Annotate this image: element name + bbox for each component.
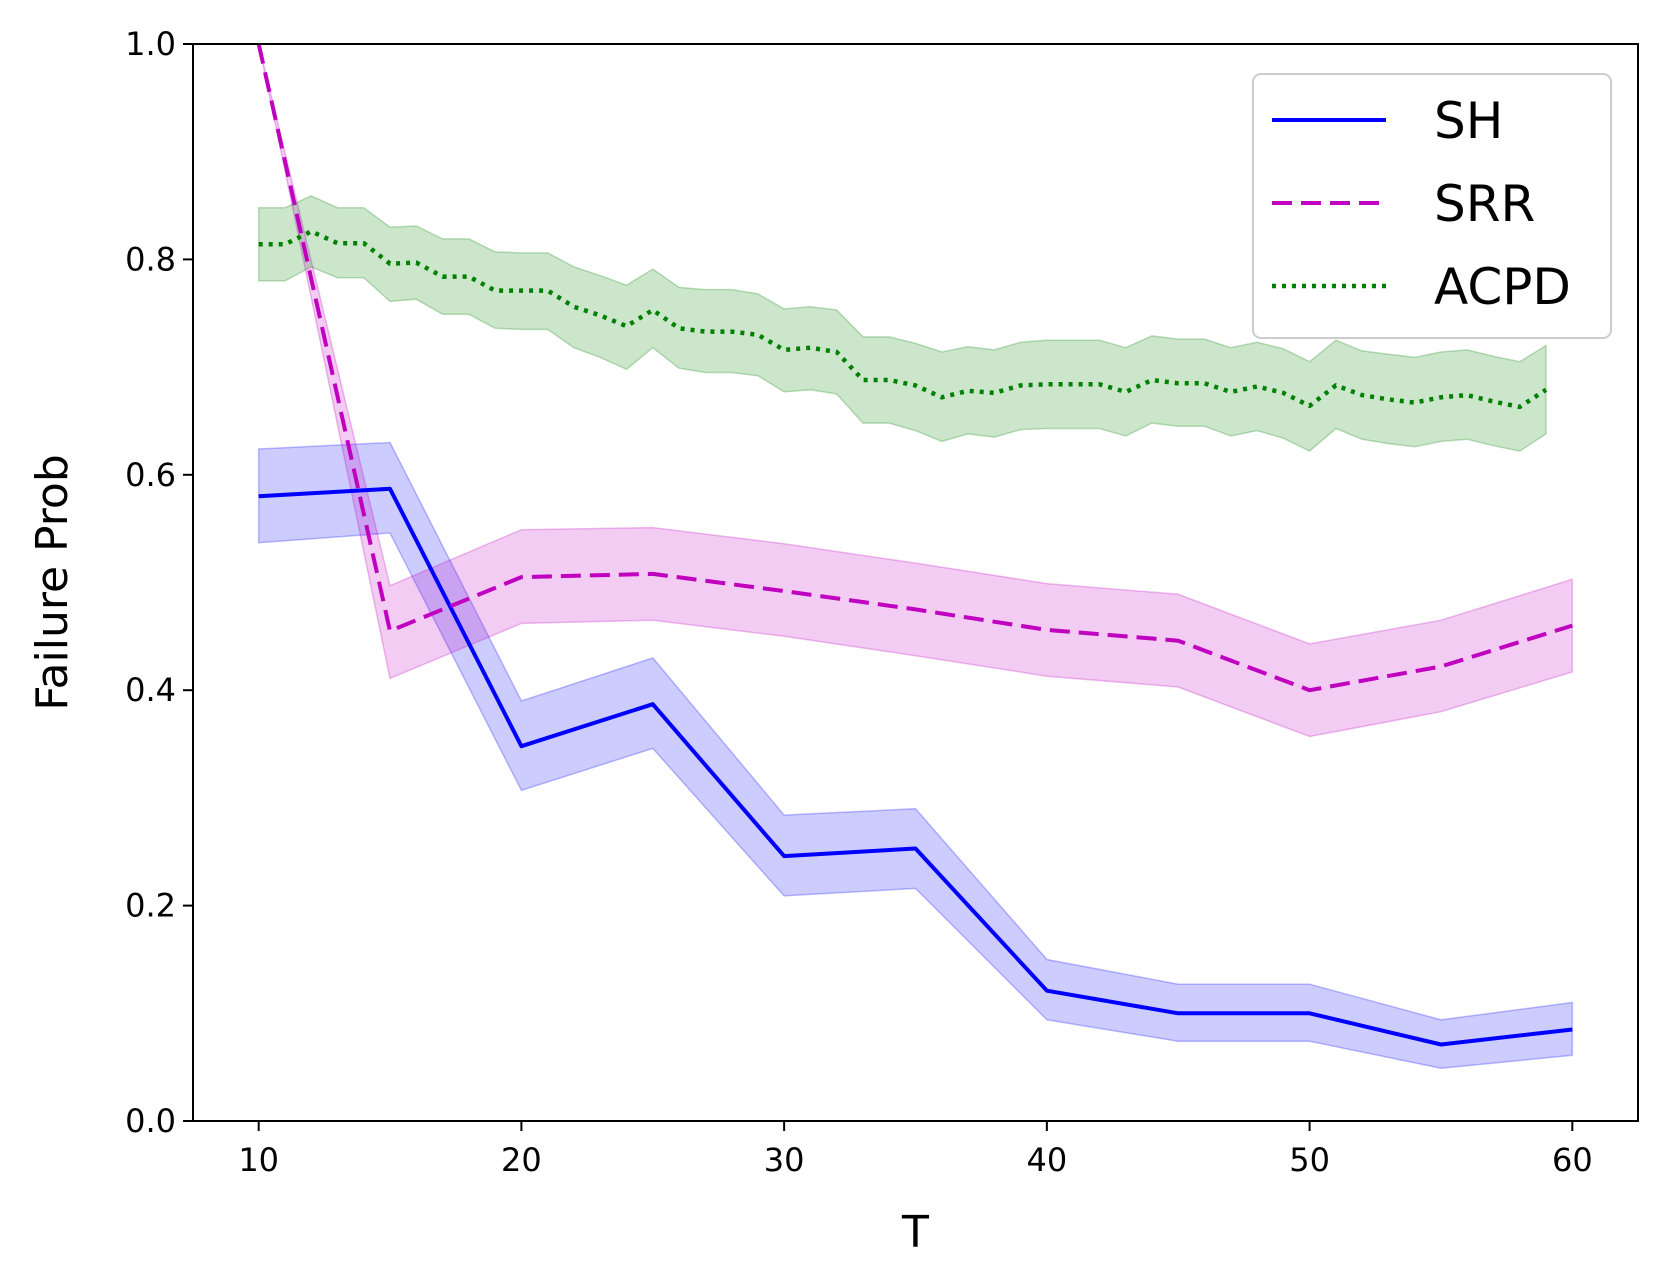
- x-axis-ticks: 10 20 30 40 50 60: [238, 1121, 1593, 1179]
- y-tick-label: 0.0: [125, 1102, 176, 1140]
- plot-frame: [192, 43, 1639, 1122]
- acpd-legend-label: ACPD: [1434, 258, 1571, 316]
- y-axis-label: Failure Prob: [27, 454, 78, 710]
- x-tick-label: 60: [1552, 1141, 1593, 1179]
- sh-series-line: [258, 486, 1573, 1047]
- y-axis-ticks: 0.0 0.2 0.4 0.6 0.8 1.0: [125, 25, 193, 1140]
- y-tick-label: 1.0: [125, 25, 176, 63]
- x-axis-label: T: [901, 1207, 929, 1258]
- sh-legend-label: SH: [1434, 92, 1503, 150]
- srr-series-line: [256, 44, 1573, 693]
- acpd-series-line: [258, 229, 1548, 410]
- x-tick-label: 30: [764, 1141, 805, 1179]
- y-tick-label: 0.2: [125, 887, 176, 925]
- x-tick-label: 20: [501, 1141, 542, 1179]
- legend-box: [1252, 73, 1612, 339]
- srr-legend-label: SRR: [1434, 175, 1535, 233]
- x-tick-label: 10: [238, 1141, 279, 1179]
- x-tick-label: 50: [1289, 1141, 1330, 1179]
- acpd-confidence-band: [257, 195, 1547, 452]
- sh-confidence-band: [257, 441, 1574, 1069]
- y-tick-label: 0.4: [125, 671, 176, 709]
- y-tick-label: 0.8: [125, 240, 176, 278]
- series-lines: [256, 44, 1573, 1047]
- y-tick-label: 0.6: [125, 456, 176, 494]
- legend: SH SRR ACPD: [1252, 73, 1612, 339]
- x-tick-label: 40: [1027, 1141, 1068, 1179]
